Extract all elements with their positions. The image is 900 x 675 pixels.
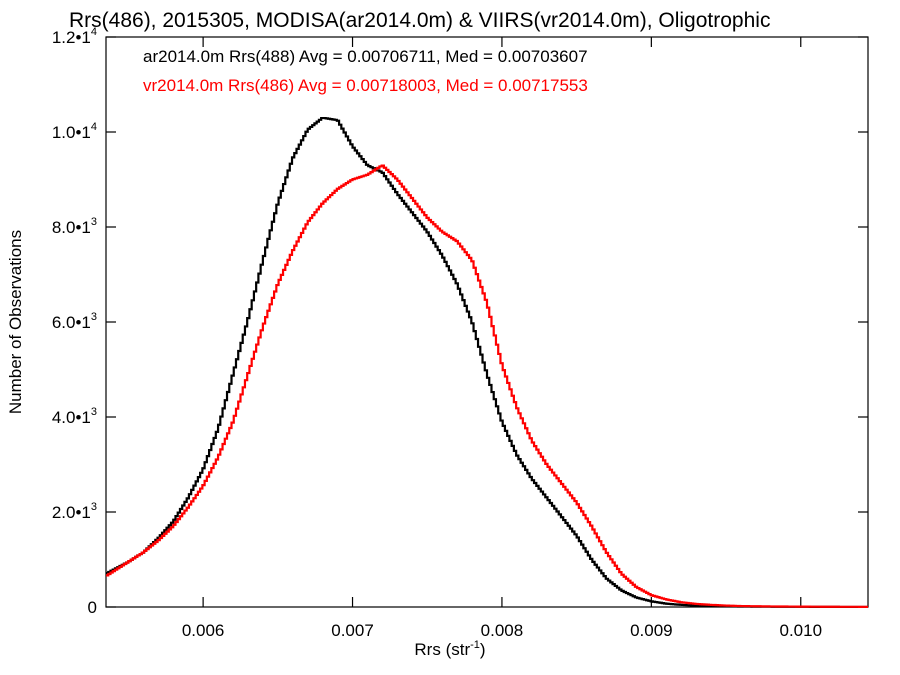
series-group <box>106 116 868 609</box>
y-tick-labels: 0 2.0•13 4.0•13 6.0•13 8.0•13 1.0•14 1.2•14 <box>52 26 97 617</box>
x-tick-label: 0.010 <box>779 621 822 640</box>
x-axis-label-superscript: -1 <box>470 639 480 651</box>
y-tick-label: 1.0•14 <box>52 121 97 142</box>
x-tick-label: 0.007 <box>331 621 374 640</box>
y-tick-label: 1.2•14 <box>52 26 97 47</box>
legend-entry-black: ar2014.0m Rrs(488) Avg = 0.00706711, Med… <box>143 47 588 66</box>
x-axis-label: Rrs (str-1) <box>414 639 485 659</box>
x-tick-label: 0.006 <box>182 621 225 640</box>
x-tick-labels: 0.006 0.007 0.008 0.009 0.010 <box>182 621 822 640</box>
x-tick-label: 0.009 <box>630 621 673 640</box>
y-tick-label: 0 <box>88 598 97 617</box>
chart-title: Rrs(486), 2015305, MODISA(ar2014.0m) & V… <box>69 9 770 32</box>
plot-frame <box>105 36 869 608</box>
y-tick-label: 8.0•13 <box>52 216 97 237</box>
legend-entry-red: vr2014.0m Rrs(486) Avg = 0.00718003, Med… <box>143 76 588 95</box>
axis-ticks <box>106 36 868 608</box>
series-line-black <box>106 116 868 609</box>
series-line-red <box>106 164 868 608</box>
y-tick-label: 2.0•13 <box>52 501 97 522</box>
y-axis-label: Number of Observations <box>6 230 25 414</box>
y-tick-label: 4.0•13 <box>52 406 97 427</box>
x-tick-label: 0.008 <box>481 621 524 640</box>
plot-area <box>105 36 869 609</box>
y-tick-label: 6.0•13 <box>52 311 97 332</box>
